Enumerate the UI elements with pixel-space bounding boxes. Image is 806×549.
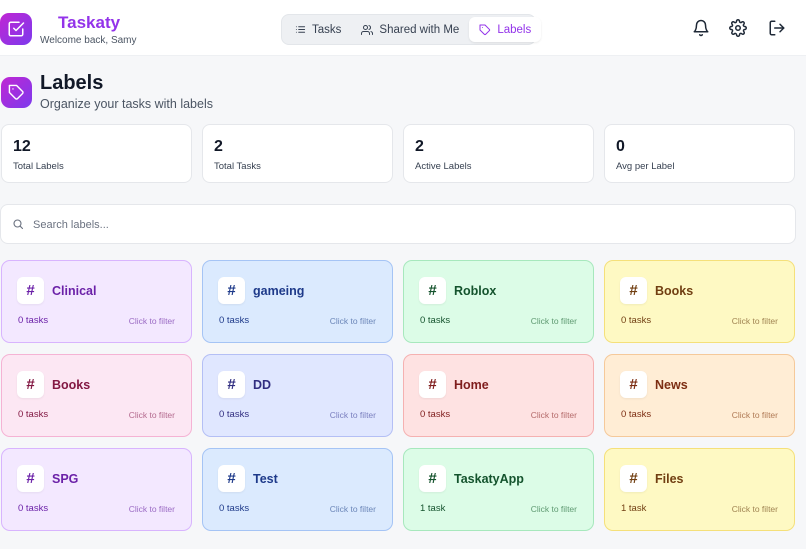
hash-icon: # [419, 277, 446, 304]
label-task-count: 0 tasks [219, 503, 250, 514]
stat-card-avg-per-label: 0 Avg per Label [604, 124, 795, 183]
filter-hint: Click to filter [329, 410, 376, 420]
label-name: Test [253, 472, 278, 486]
filter-hint: Click to filter [731, 410, 778, 420]
search-icon [13, 219, 24, 230]
stat-label: Total Tasks [214, 161, 261, 172]
tab-labels-label: Labels [497, 23, 532, 36]
label-task-count: 0 tasks [18, 315, 49, 326]
filter-hint: Click to filter [329, 316, 376, 326]
label-card[interactable]: # Files 1 task Click to filter [604, 448, 795, 531]
label-card[interactable]: # Home 0 tasks Click to filter [403, 354, 594, 437]
hash-icon: # [218, 277, 245, 304]
label-card[interactable]: # Clinical 0 tasks Click to filter [1, 260, 192, 343]
filter-hint: Click to filter [731, 316, 778, 326]
label-task-count: 0 tasks [18, 409, 49, 420]
stat-label: Avg per Label [616, 161, 675, 172]
stat-value: 0 [616, 138, 625, 155]
label-task-count: 1 task [621, 503, 647, 514]
labels-page-icon [1, 77, 32, 108]
tab-shared-label: Shared with Me [379, 23, 460, 36]
label-task-count: 1 task [420, 503, 446, 514]
filter-hint: Click to filter [128, 504, 175, 514]
search-bar [0, 204, 796, 244]
hash-icon: # [218, 465, 245, 492]
label-card[interactable]: # SPG 0 tasks Click to filter [1, 448, 192, 531]
label-card[interactable]: # Test 0 tasks Click to filter [202, 448, 393, 531]
filter-hint: Click to filter [530, 504, 577, 514]
label-task-count: 0 tasks [420, 409, 451, 420]
label-card[interactable]: # DD 0 tasks Click to filter [202, 354, 393, 437]
label-name: TaskatyApp [454, 472, 524, 486]
label-card[interactable]: # Books 0 tasks Click to filter [1, 354, 192, 437]
tag-icon [479, 24, 491, 35]
search-input[interactable] [33, 215, 773, 235]
tab-labels[interactable]: Labels [469, 17, 542, 42]
filter-hint: Click to filter [128, 410, 175, 420]
hash-icon: # [419, 371, 446, 398]
label-name: Files [655, 472, 684, 486]
list-icon [295, 26, 306, 33]
label-name: SPG [52, 472, 79, 486]
label-card[interactable]: # gameing 0 tasks Click to filter [202, 260, 393, 343]
stat-card-total-labels: 12 Total Labels [1, 124, 192, 183]
users-icon [361, 24, 374, 35]
tab-tasks[interactable]: Tasks [285, 17, 351, 42]
tag-icon [8, 84, 24, 100]
filter-hint: Click to filter [530, 410, 577, 420]
stat-card-total-tasks: 2 Total Tasks [202, 124, 393, 183]
tab-tasks-label: Tasks [312, 23, 342, 36]
bell-icon[interactable] [692, 19, 710, 37]
label-task-count: 0 tasks [621, 315, 652, 326]
hash-icon: # [17, 371, 44, 398]
stat-label: Active Labels [415, 161, 472, 172]
label-card[interactable]: # Books 0 tasks Click to filter [604, 260, 795, 343]
label-name: gameing [253, 284, 305, 298]
page-subtitle: Organize your tasks with labels [40, 97, 213, 111]
hash-icon: # [218, 371, 245, 398]
stat-value: 12 [13, 138, 31, 155]
hash-icon: # [17, 465, 44, 492]
label-name: News [655, 378, 688, 392]
label-name: Books [52, 378, 91, 392]
tab-shared-with-me[interactable]: Shared with Me [351, 17, 469, 42]
page-title: Labels [40, 72, 104, 94]
app-name: Taskaty [58, 13, 121, 32]
welcome-text: Welcome back, Samy [40, 35, 137, 46]
hash-icon: # [620, 465, 647, 492]
checkbox-icon [8, 21, 25, 37]
top-header: Taskaty Welcome back, Samy Tasks Shared … [0, 0, 806, 56]
stat-label: Total Labels [13, 161, 64, 172]
stat-card-active-labels: 2 Active Labels [403, 124, 594, 183]
stat-value: 2 [415, 138, 424, 155]
filter-hint: Click to filter [530, 316, 577, 326]
main-nav: Tasks Shared with Me Labels [281, 14, 542, 45]
label-name: Books [655, 284, 694, 298]
hash-icon: # [620, 277, 647, 304]
app-logo[interactable] [0, 13, 32, 45]
label-task-count: 0 tasks [219, 315, 250, 326]
label-task-count: 0 tasks [420, 315, 451, 326]
label-name: DD [253, 378, 272, 392]
stat-value: 2 [214, 138, 223, 155]
filter-hint: Click to filter [329, 504, 376, 514]
hash-icon: # [419, 465, 446, 492]
label-card[interactable]: # News 0 tasks Click to filter [604, 354, 795, 437]
label-task-count: 0 tasks [219, 409, 250, 420]
label-card[interactable]: # Roblox 0 tasks Click to filter [403, 260, 594, 343]
label-name: Roblox [454, 284, 497, 298]
label-task-count: 0 tasks [18, 503, 49, 514]
hash-icon: # [17, 277, 44, 304]
filter-hint: Click to filter [128, 316, 175, 326]
label-task-count: 0 tasks [621, 409, 652, 420]
hash-icon: # [620, 371, 647, 398]
label-name: Home [454, 378, 489, 392]
label-name: Clinical [52, 284, 97, 298]
filter-hint: Click to filter [731, 504, 778, 514]
gear-icon[interactable] [729, 19, 747, 37]
label-card[interactable]: # TaskatyApp 1 task Click to filter [403, 448, 594, 531]
logout-icon[interactable] [768, 19, 786, 37]
